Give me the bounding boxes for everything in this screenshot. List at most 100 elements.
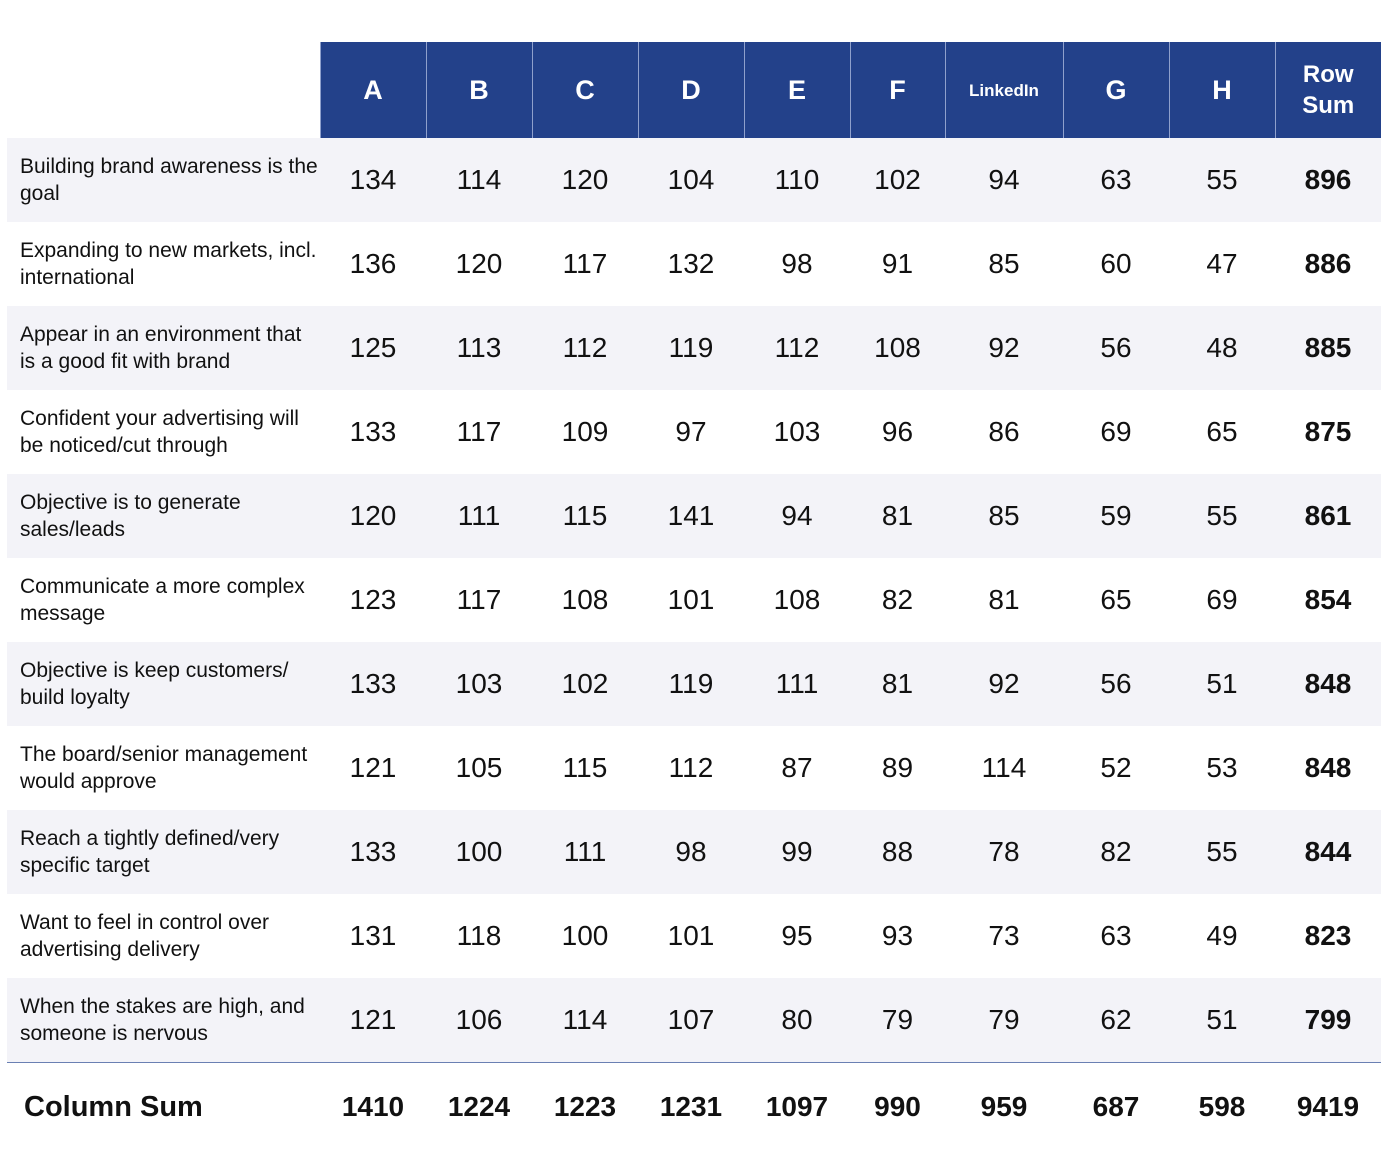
value-cell: 111	[426, 474, 532, 558]
value-cell: 62	[1063, 978, 1169, 1063]
value-cell: 65	[1100, 584, 1132, 615]
value-cell: 99	[744, 810, 850, 894]
value-cell: 104	[638, 138, 744, 222]
value-cell: 51	[1169, 978, 1275, 1063]
row-sum-cell: 854	[1304, 584, 1352, 615]
value-cell: 85	[945, 474, 1063, 558]
table-row: Appear in an environment that is a good …	[7, 306, 1381, 390]
value-cell: 63	[1100, 920, 1132, 951]
value-cell: 52	[1100, 752, 1132, 783]
column-sum-cell: 1224	[426, 1062, 532, 1151]
value-cell: 93	[881, 920, 914, 951]
row-label: The board/senior management would approv…	[20, 743, 308, 793]
column-sum-cell: 687	[1063, 1062, 1169, 1151]
row-sum-cell: 823	[1304, 920, 1352, 951]
row-label: Building brand awareness is the goal	[7, 138, 320, 222]
value-cell: 59	[1063, 474, 1169, 558]
value-cell: 63	[1063, 138, 1169, 222]
value-cell: 81	[850, 642, 945, 726]
column-sum-cell: 598	[1169, 1062, 1275, 1151]
value-cell: 117	[562, 248, 608, 279]
value-cell: 47	[1206, 248, 1238, 279]
value-cell: 98	[781, 248, 813, 279]
value-cell: 103	[426, 642, 532, 726]
row-sum-cell: 886	[1304, 248, 1352, 279]
value-cell: 114	[532, 978, 638, 1063]
value-cell: 117	[456, 584, 502, 615]
value-cell: 120	[320, 474, 426, 558]
value-cell: 82	[1063, 810, 1169, 894]
column-header: LinkedIn	[944, 42, 1063, 138]
table-row: Communicate a more complex message 123 117…	[7, 558, 1381, 642]
row-sum-cell: 875	[1304, 416, 1352, 447]
value-cell: 115	[562, 752, 608, 783]
value-cell: 105	[455, 752, 503, 783]
column-header: D	[637, 42, 744, 138]
row-label: Expanding to new markets, incl. internat…	[20, 239, 317, 289]
value-cell: 108	[773, 584, 821, 615]
value-cell: 95	[781, 920, 813, 951]
value-cell: 100	[561, 920, 609, 951]
value-cell: 94	[744, 474, 850, 558]
table-row: Reach a tightly defined/very specific ta…	[7, 810, 1381, 894]
value-cell: 125	[320, 306, 426, 390]
row-sum-cell: 799	[1275, 978, 1381, 1063]
value-cell: 69	[1100, 416, 1132, 447]
grand-total-cell: 9419	[1275, 1062, 1381, 1151]
value-cell: 103	[773, 416, 821, 447]
value-cell: 79	[945, 978, 1063, 1063]
data-table: A B C D E F LinkedIn G H Row Sum Building brand aw…	[7, 42, 1381, 1151]
row-sum-cell: 848	[1304, 752, 1352, 783]
value-cell: 134	[320, 138, 426, 222]
value-cell: 114	[426, 138, 532, 222]
value-cell: 133	[320, 810, 426, 894]
value-cell: 55	[1169, 474, 1275, 558]
value-cell: 101	[667, 584, 715, 615]
value-cell: 111	[532, 810, 638, 894]
row-label: Communicate a more complex message	[20, 575, 305, 625]
column-sum-label: Column Sum	[7, 1062, 320, 1151]
column-header: F	[849, 42, 945, 138]
value-cell: 123	[349, 584, 397, 615]
table-row: Expanding to new markets, incl. internat…	[7, 222, 1381, 306]
column-sum-cell: 1097	[744, 1062, 850, 1151]
corner-cell	[7, 42, 320, 138]
value-cell: 108	[561, 584, 609, 615]
column-header: H	[1168, 42, 1275, 138]
column-header: B	[425, 42, 532, 138]
value-cell: 80	[744, 978, 850, 1063]
value-cell: 94	[945, 138, 1063, 222]
table-row: Objective is to generate sales/leads 120 1…	[7, 474, 1381, 558]
value-cell: 120	[532, 138, 638, 222]
value-cell: 81	[988, 584, 1020, 615]
table-row: Building brand awareness is the goal 134 1…	[7, 138, 1381, 222]
value-cell: 112	[744, 306, 850, 390]
value-cell: 81	[850, 474, 945, 558]
value-cell: 110	[744, 138, 850, 222]
value-cell: 98	[638, 810, 744, 894]
value-cell: 107	[638, 978, 744, 1063]
value-cell: 112	[532, 306, 638, 390]
table-row: The board/senior management would approv…	[7, 726, 1381, 810]
column-sum-row: Column Sum 1410 1224 1223 1231 1097 990 959 687 5…	[7, 1062, 1381, 1151]
value-cell: 120	[455, 248, 503, 279]
value-cell: 55	[1169, 810, 1275, 894]
row-sum-cell: 885	[1275, 306, 1381, 390]
value-cell: 87	[781, 752, 813, 783]
value-cell: 118	[456, 920, 502, 951]
value-cell: 101	[667, 920, 715, 951]
table-row: When the stakes are high, and someone is…	[7, 978, 1381, 1063]
value-cell: 48	[1169, 306, 1275, 390]
row-label: Appear in an environment that is a good …	[7, 306, 320, 390]
value-cell: 53	[1206, 752, 1238, 783]
column-header: E	[743, 42, 850, 138]
value-cell: 91	[881, 248, 914, 279]
column-sum-cell: 990	[850, 1062, 945, 1151]
value-cell: 69	[1206, 584, 1238, 615]
column-header: C	[531, 42, 638, 138]
value-cell: 119	[638, 642, 744, 726]
value-cell: 102	[532, 642, 638, 726]
value-cell: 97	[675, 416, 707, 447]
column-sum-cell: 1410	[320, 1062, 426, 1151]
value-cell: 108	[850, 306, 945, 390]
